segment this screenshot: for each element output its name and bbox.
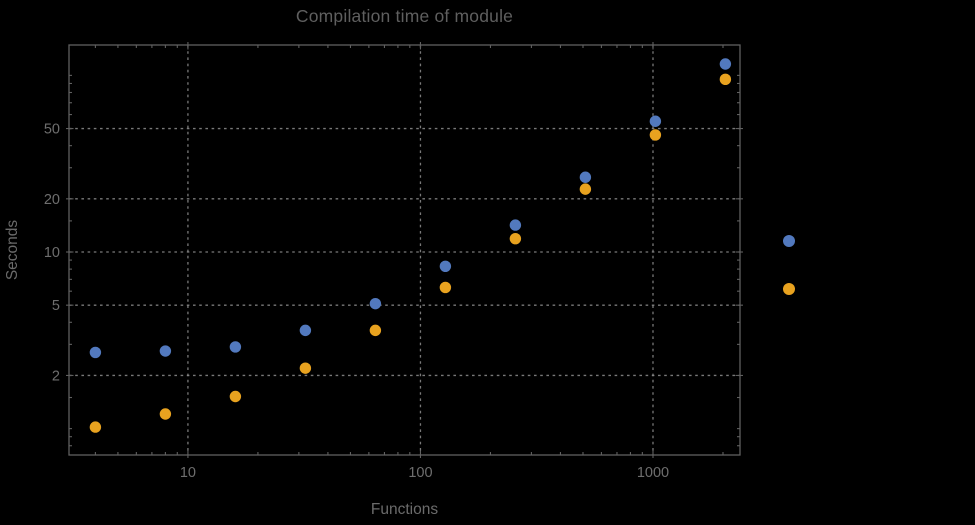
data-point-series-1 xyxy=(439,260,452,272)
data-point-series-1 xyxy=(649,115,662,127)
data-point-series-2 xyxy=(229,390,242,403)
data-point-series-1 xyxy=(719,58,732,70)
data-point-series-2 xyxy=(89,421,102,433)
data-point-series-2 xyxy=(439,281,452,294)
data-point-series-1 xyxy=(89,346,102,359)
data-point-series-2 xyxy=(719,73,732,86)
data-point-series-1 xyxy=(229,341,242,353)
x-tick-label: 1000 xyxy=(637,465,669,481)
y-tick-label: 2 xyxy=(52,368,60,384)
data-point-series-1 xyxy=(159,345,172,357)
data-point-series-2 xyxy=(299,362,312,374)
x-axis-label: Functions xyxy=(370,501,439,518)
data-point-series-1 xyxy=(369,297,382,310)
plot-frame xyxy=(68,44,741,456)
data-point-series-2 xyxy=(159,408,172,420)
data-point-series-2 xyxy=(369,324,382,337)
data-point-series-2 xyxy=(509,232,522,245)
legend-marker-series-2 xyxy=(783,283,795,295)
y-axis-label: Seconds xyxy=(4,219,21,281)
x-tick-label: 100 xyxy=(408,465,432,481)
data-point-series-1 xyxy=(299,324,312,337)
data-point-series-2 xyxy=(649,129,662,141)
data-point-series-1 xyxy=(579,171,592,183)
x-tick-label: 10 xyxy=(180,465,196,481)
chart-title: Compilation time of module xyxy=(295,6,514,26)
y-tick-label: 10 xyxy=(44,245,60,261)
data-point-series-1 xyxy=(509,219,522,231)
y-tick-label: 5 xyxy=(52,298,60,314)
y-tick-label: 50 xyxy=(44,122,60,138)
y-tick-label: 20 xyxy=(44,192,60,208)
legend-marker-series-1 xyxy=(783,235,795,247)
data-point-series-2 xyxy=(579,183,592,195)
